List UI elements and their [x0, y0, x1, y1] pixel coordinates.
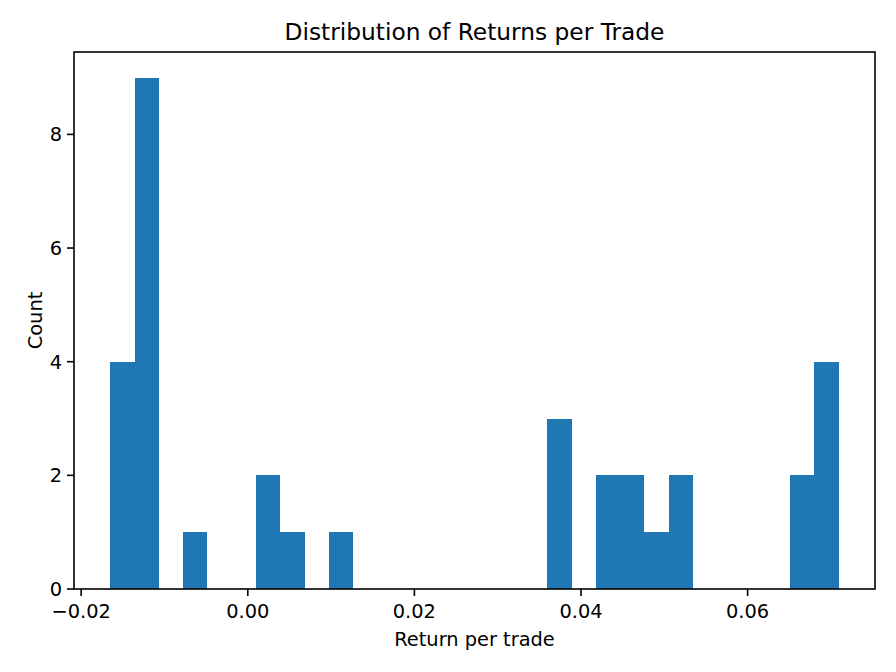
histogram-bar	[280, 532, 304, 589]
y-tick-label: 4	[50, 351, 62, 374]
histogram-bar	[790, 475, 814, 589]
histogram-bar	[620, 475, 644, 589]
x-tick-label: −0.02	[51, 600, 110, 623]
histogram-bar	[596, 475, 620, 589]
histogram-bar	[669, 475, 693, 589]
histogram-figure: −0.02 0.00 0.02 0.04 0.06 0 2 4 6 8 Distribution…	[0, 0, 896, 672]
histogram-chart: −0.02 0.00 0.02 0.04 0.06 0 2 4 6 8 Distribution…	[0, 0, 896, 672]
y-tick-label: 2	[50, 464, 62, 487]
histogram-bar	[256, 475, 280, 589]
histogram-bar	[135, 78, 159, 589]
histogram-bar	[814, 362, 838, 589]
y-tick-label: 6	[50, 237, 62, 260]
histogram-bar	[547, 419, 571, 589]
histogram-bar	[110, 362, 134, 589]
x-axis-label: Return per trade	[394, 628, 555, 651]
x-tick-label: 0.04	[559, 600, 602, 623]
y-tick-label: 0	[50, 578, 62, 601]
y-axis-label: Count	[24, 291, 47, 349]
y-tick-label: 8	[50, 123, 62, 146]
x-tick-label: 0.06	[726, 600, 769, 623]
chart-title: Distribution of Returns per Trade	[285, 18, 665, 45]
x-tick-label: 0.00	[226, 600, 269, 623]
histogram-bar	[183, 532, 207, 589]
histogram-bar	[329, 532, 353, 589]
x-tick-label: 0.02	[393, 600, 436, 623]
histogram-bar	[644, 532, 668, 589]
